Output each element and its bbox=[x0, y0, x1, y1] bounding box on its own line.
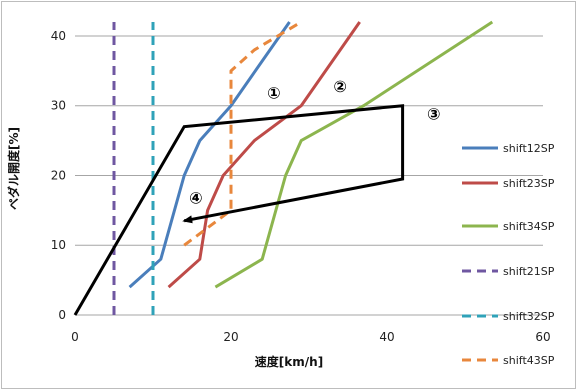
y-tick-label: 30 bbox=[51, 99, 66, 113]
legend-entry-shift34SP: shift34SP bbox=[503, 220, 555, 233]
x-tick-label: 40 bbox=[379, 330, 394, 344]
series-line-shift43SP bbox=[183, 20, 302, 247]
annotation-path-arrow bbox=[73, 104, 405, 316]
x-tick-label: 20 bbox=[223, 330, 238, 344]
series-line-shift23SP bbox=[167, 21, 361, 289]
series-line-shift34SP bbox=[214, 20, 494, 289]
annotation-layer: ① ② ③ ④ bbox=[73, 77, 441, 316]
tick-labels: 0 10 20 30 40 0 20 40 60 bbox=[51, 29, 551, 344]
annotation-label-1: ① bbox=[267, 84, 281, 103]
y-tick-label: 40 bbox=[51, 29, 66, 43]
y-tick-label: 0 bbox=[58, 308, 66, 322]
legend-entry-shift12SP: shift12SP bbox=[503, 142, 555, 155]
y-tick-label: 10 bbox=[51, 238, 66, 252]
legend: shift12SP shift23SP shift34SP shift21SP shif… bbox=[462, 142, 555, 367]
x-tick-label: 0 bbox=[71, 330, 79, 344]
x-tick-label: 60 bbox=[535, 330, 550, 344]
annotation-label-2: ② bbox=[333, 77, 347, 96]
series-lines bbox=[112, 20, 494, 315]
legend-entry-shift21SP: shift21SP bbox=[503, 265, 555, 278]
annotation-label-3: ③ bbox=[427, 105, 441, 124]
y-axis-label: ペダル開度[%] bbox=[6, 127, 21, 210]
annotation-label-4: ④ bbox=[189, 188, 203, 207]
y-tick-label: 20 bbox=[51, 168, 66, 182]
series-line-shift12SP bbox=[128, 21, 291, 289]
legend-entry-shift32SP: shift32SP bbox=[503, 310, 555, 323]
legend-entry-shift23SP: shift23SP bbox=[503, 177, 555, 190]
legend-entry-shift43SP: shift43SP bbox=[503, 354, 555, 367]
x-axis-label: 速度[km/h] bbox=[255, 354, 323, 369]
